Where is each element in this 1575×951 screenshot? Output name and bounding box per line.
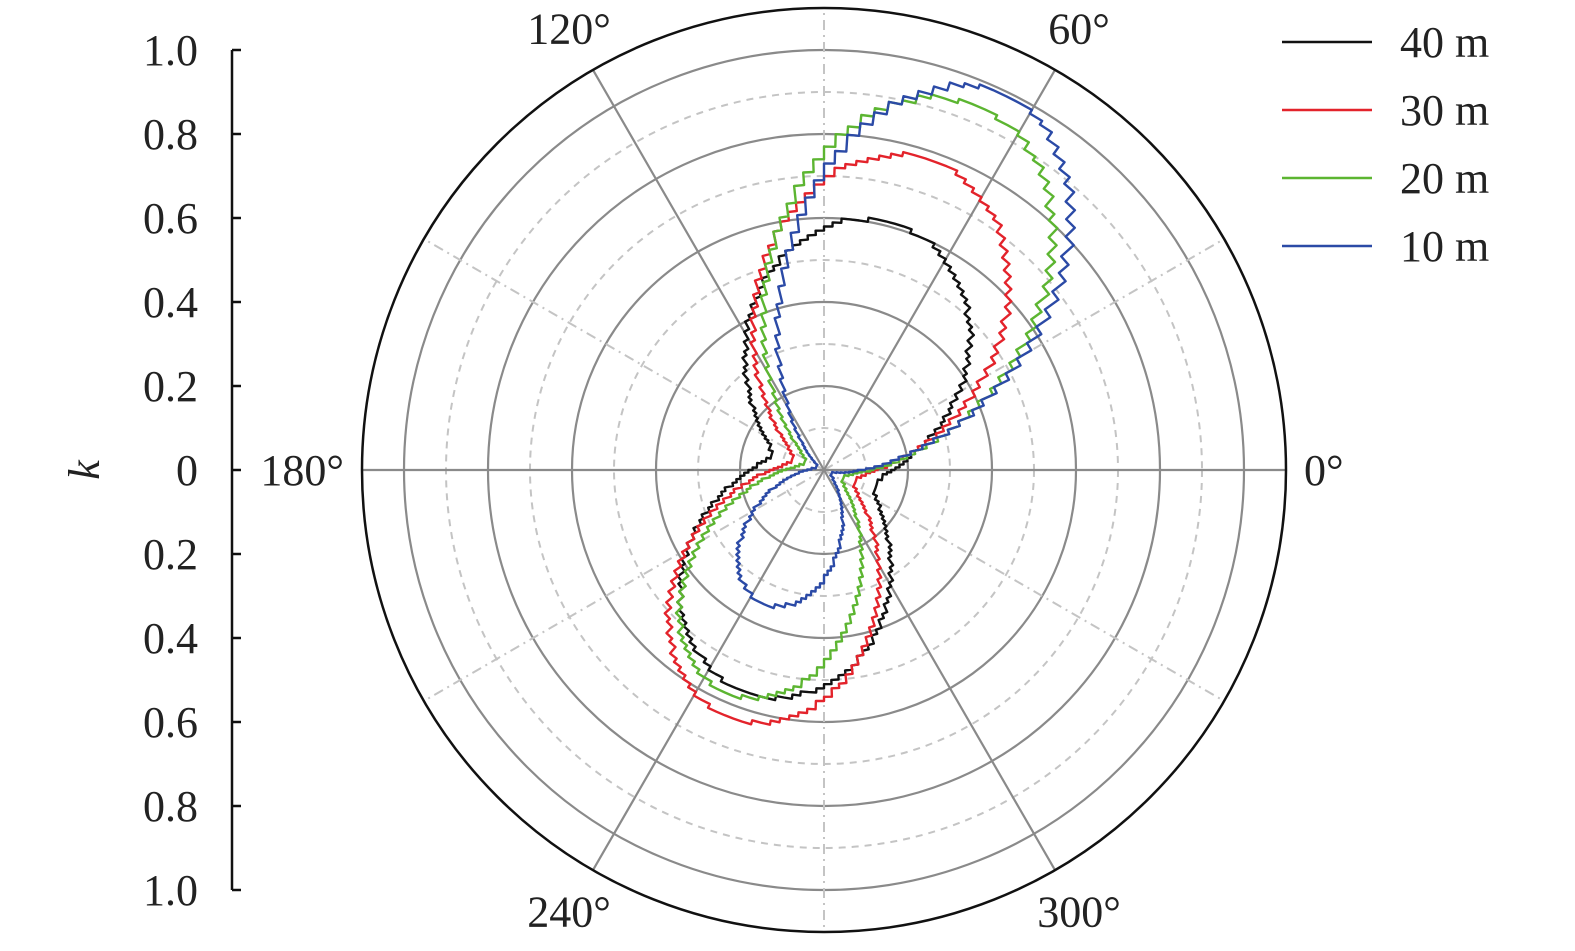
angle-label: 240° [527,888,611,937]
angle-label: 180° [260,446,344,495]
series-line-20m [674,93,1059,702]
angle-label: 0° [1304,446,1344,495]
legend: 40 m 30 m 20 m 10 m [1282,18,1489,271]
series-line-40m [676,216,975,702]
radial-tick-label: 1.0 [143,866,198,915]
radial-tick-label: 1.0 [143,26,198,75]
angular-labels: 0° 60° 120° 180° 240° 300° [260,4,1343,936]
angle-label: 300° [1037,888,1121,937]
angle-label: 60° [1048,4,1110,53]
legend-label: 30 m [1400,86,1489,135]
legend-label: 20 m [1400,154,1489,203]
major-spoke [823,469,1056,871]
radial-tick-label: 0.2 [143,362,198,411]
radial-tick-label: 0.6 [143,194,198,243]
minor-spoke [823,469,1225,702]
major-spoke [592,69,825,471]
series-line-10m [735,81,1077,610]
outer-circle [360,6,1288,934]
radial-axis-label: k [60,459,109,480]
major-spoke [823,69,1056,471]
angle-label: 120° [527,4,611,53]
minor-spoke [423,469,825,702]
radial-tick-label: 0.8 [143,782,198,831]
radial-tick-label: 0.4 [143,614,198,663]
legend-label: 40 m [1400,18,1489,67]
series-curves [663,81,1077,726]
radial-tick-label: 0.6 [143,698,198,747]
radial-tick-label: 0.4 [143,278,198,327]
radial-tick-label: 0.8 [143,110,198,159]
radial-axis: 1.0 0.8 0.6 0.4 0.2 0 0.2 0.4 0.6 0.8 1.0 k [60,26,241,915]
series-line-30m [663,150,1013,726]
radial-tick-label: 0 [176,446,198,495]
legend-label: 10 m [1400,222,1489,271]
radial-tick-label: 0.2 [143,530,198,579]
